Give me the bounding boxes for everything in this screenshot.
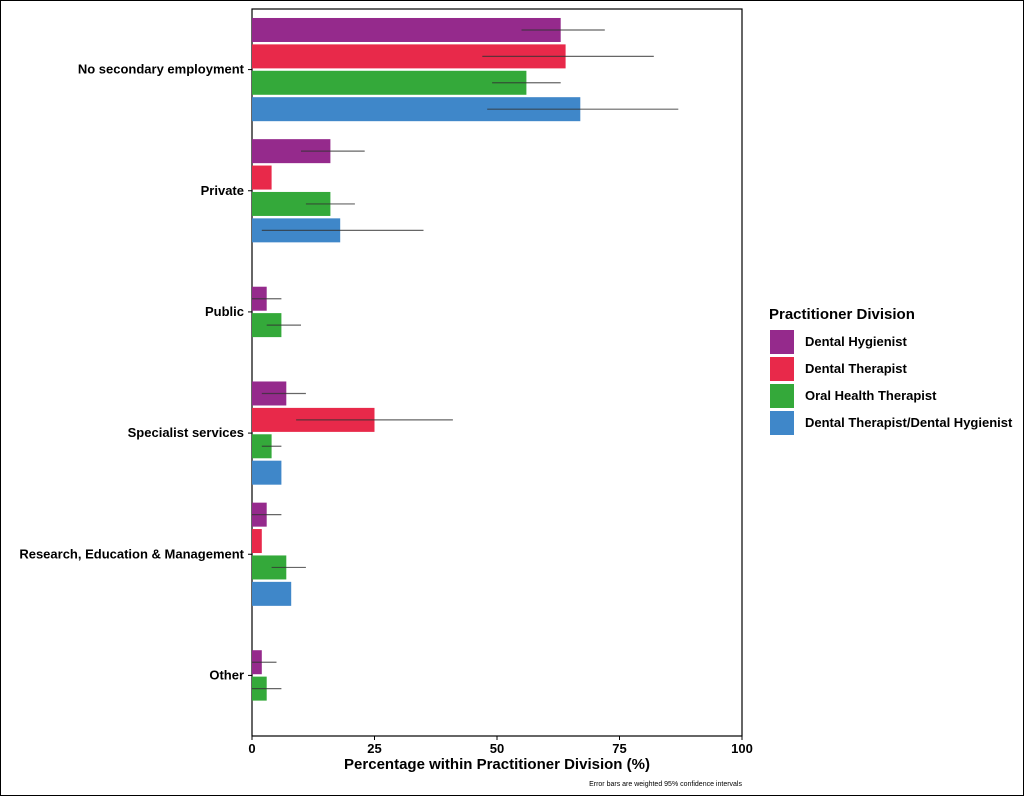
category-label: Research, Education & Management <box>19 546 244 561</box>
x-tick-label: 50 <box>490 741 504 756</box>
legend-label: Dental Hygienist <box>805 334 908 349</box>
bar <box>252 44 566 69</box>
category-label: Specialist services <box>128 425 244 440</box>
legend-swatch <box>770 384 794 408</box>
footnote: Error bars are weighted 95% confidence i… <box>589 781 742 788</box>
legend-label: Oral Health Therapist <box>805 388 937 403</box>
legend-title: Practitioner Division <box>769 306 915 323</box>
value-axis: 0 25 50 75 100 <box>248 736 753 756</box>
bar <box>252 17 561 42</box>
legend-swatch <box>770 411 794 435</box>
errorbars-layer <box>252 29 679 690</box>
bar <box>252 70 527 95</box>
x-tick-label: 0 <box>248 741 255 756</box>
bar <box>252 529 262 554</box>
plot-panel <box>251 8 743 737</box>
bar <box>252 460 282 485</box>
category-label: Private <box>201 183 244 198</box>
bar <box>252 581 292 606</box>
x-tick-label: 75 <box>612 741 626 756</box>
x-tick-label: 100 <box>731 741 753 756</box>
category-label: No secondary employment <box>78 62 245 77</box>
category-axis: No secondary employment Private Public Spec… <box>19 62 252 682</box>
legend-swatch <box>770 330 794 354</box>
x-axis-title: Percentage within Practitioner Division … <box>344 756 650 773</box>
category-label: Other <box>209 667 244 682</box>
legend-label: Dental Therapist <box>805 361 908 376</box>
legend-swatch <box>770 357 794 381</box>
x-tick-label: 25 <box>367 741 381 756</box>
legend-label: Dental Therapist/Dental Hygienist <box>805 415 1013 430</box>
category-label: Public <box>205 304 244 319</box>
bar <box>252 165 272 190</box>
legend: Practitioner Division Dental Hygienist De… <box>769 306 1013 435</box>
